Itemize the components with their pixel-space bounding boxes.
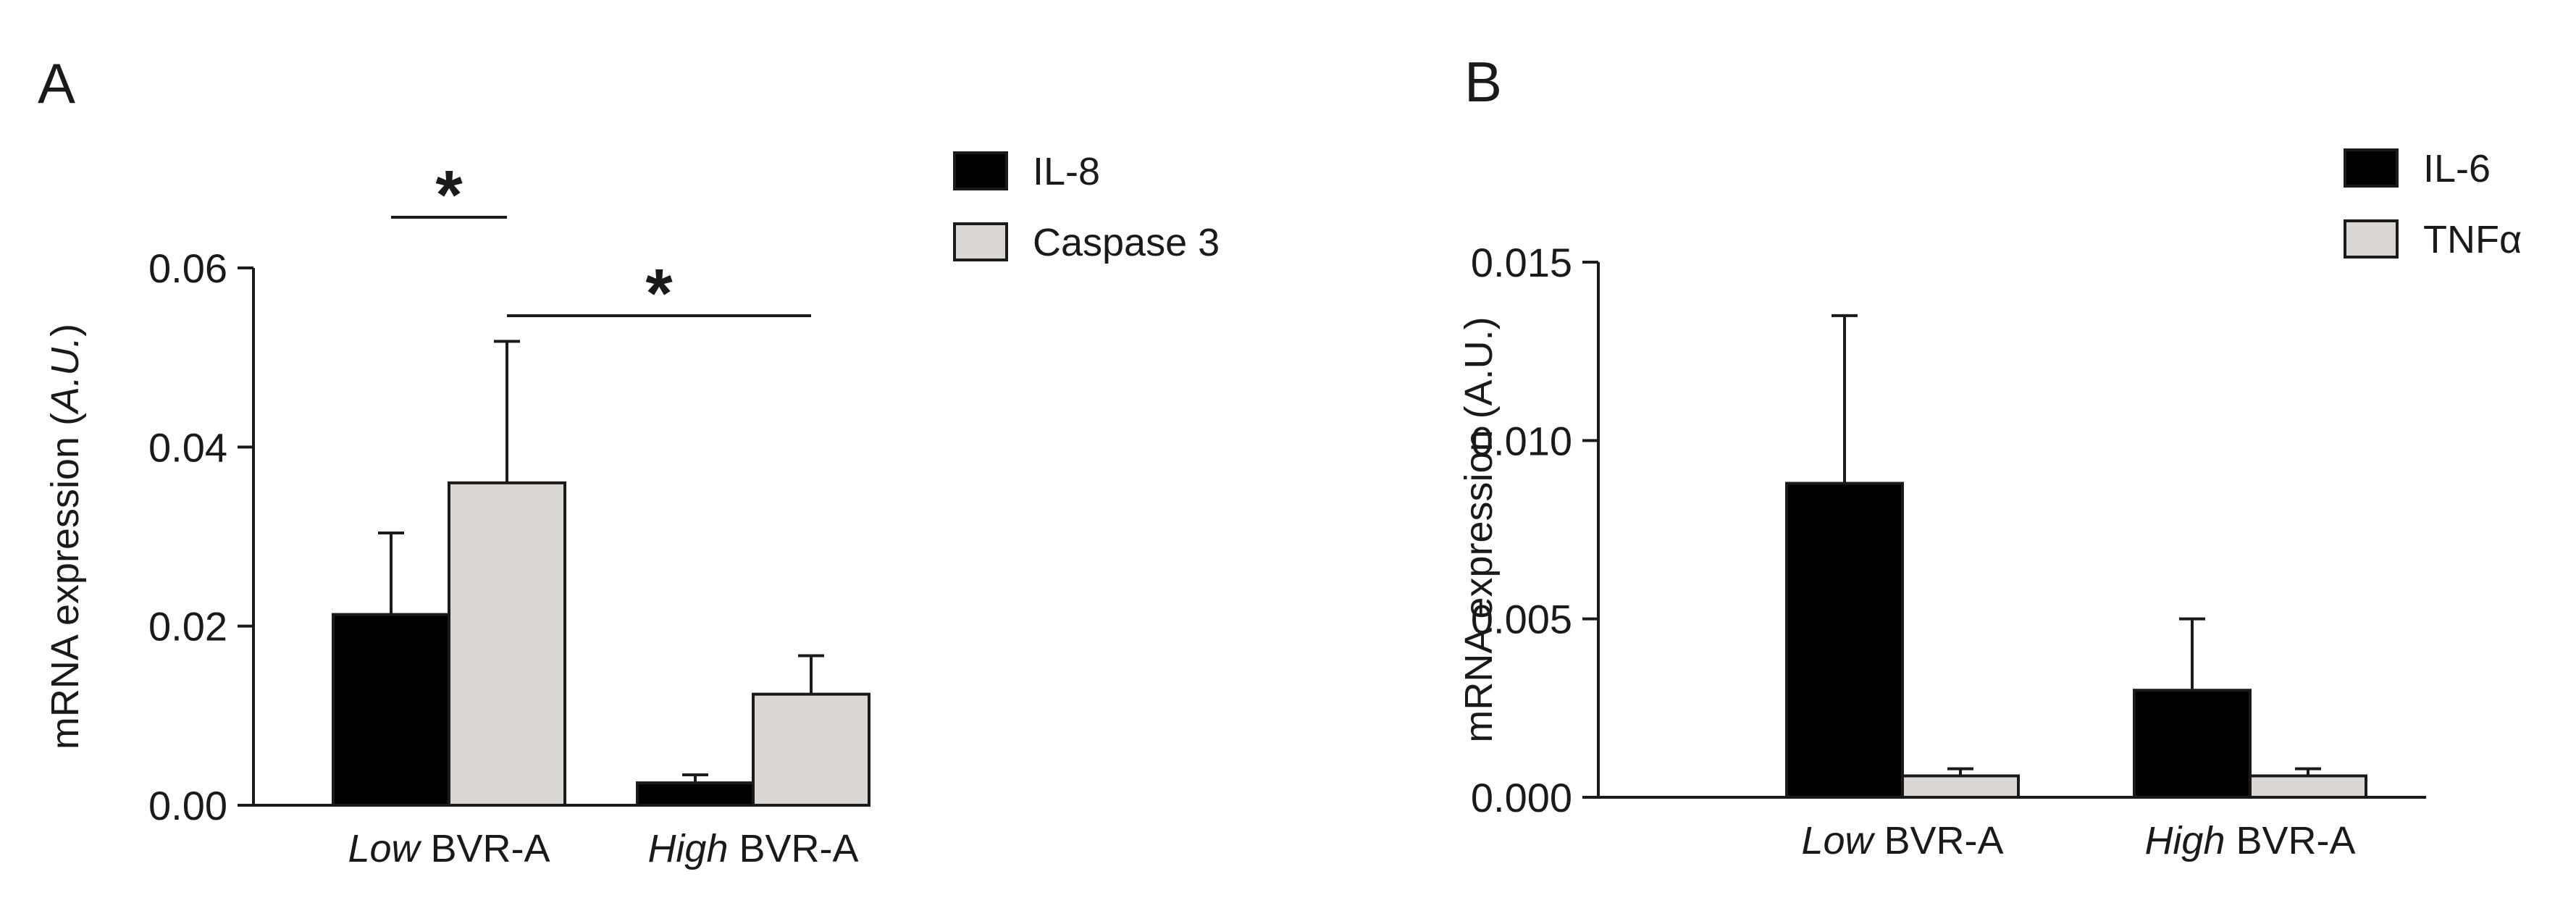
x-tick-label-text: BVR-A	[729, 827, 859, 870]
x-tick-label-italic: High	[2144, 819, 2225, 862]
y-axis-label-text: mRNA expression (A.U.)	[1457, 316, 1501, 742]
bar	[448, 481, 566, 807]
x-tick-label-text: BVR-A	[2225, 819, 2356, 862]
y-axis-label-italic: A.U.	[43, 337, 87, 415]
y-tick-label: 0.005	[1471, 597, 1572, 642]
bar	[636, 781, 755, 807]
bar	[332, 613, 450, 807]
legend-label: IL-6	[2423, 147, 2491, 190]
y-tick-label: 0.010	[1471, 418, 1572, 463]
y-tick-label: 0.00	[148, 783, 227, 828]
significance-star: *	[435, 156, 463, 234]
y-axis-label-text: mRNA expression (	[43, 413, 87, 749]
y-axis-label: mRNA expression (A.U.)	[43, 324, 87, 749]
legend-swatch	[953, 222, 1008, 261]
y-tick-label: 0.06	[148, 245, 227, 291]
y-tick-label: 0.015	[1471, 240, 1572, 285]
panel-label: B	[1464, 50, 1502, 114]
legend-label: Caspase 3	[1033, 221, 1220, 264]
legend-swatch	[2344, 148, 2399, 188]
bar	[752, 692, 870, 807]
x-tick-label: Low BVR-A	[1801, 819, 2003, 862]
legend-swatch	[2344, 219, 2399, 259]
y-axis-label-text-end: )	[43, 324, 87, 337]
bar	[1785, 482, 1904, 799]
x-tick-label-text: BVR-A	[420, 827, 550, 870]
significance-star: *	[645, 255, 673, 332]
panel-label: A	[38, 51, 75, 115]
y-tick-label: 0.02	[148, 604, 227, 650]
x-tick-label-text: BVR-A	[1874, 819, 2004, 862]
bar	[1901, 774, 2020, 799]
x-tick-label-italic: Low	[348, 827, 421, 870]
x-tick-label: High BVR-A	[2144, 819, 2355, 862]
panel-a: A 0.00 0.02 0.04 0.06 mRNA expression (A.U.) L…	[38, 51, 1220, 870]
x-tick-label: High BVR-A	[647, 827, 858, 870]
x-tick-label-italic: High	[647, 827, 728, 870]
y-tick-label: 0.000	[1471, 775, 1572, 820]
y-tick-label: 0.04	[148, 424, 227, 470]
bar	[2133, 689, 2252, 799]
legend-label: IL-8	[1033, 150, 1100, 193]
x-tick-label-italic: Low	[1801, 819, 1875, 862]
bar	[2249, 774, 2367, 799]
x-tick-label: Low BVR-A	[348, 827, 550, 870]
y-axis-label: mRNA expression (A.U.)	[1457, 316, 1501, 742]
legend-label: TNFα	[2423, 218, 2522, 261]
panel-b: B 0.000 0.005 0.010 0.015 mRNA expression (A.…	[1457, 50, 2522, 862]
legend-swatch	[953, 151, 1008, 190]
